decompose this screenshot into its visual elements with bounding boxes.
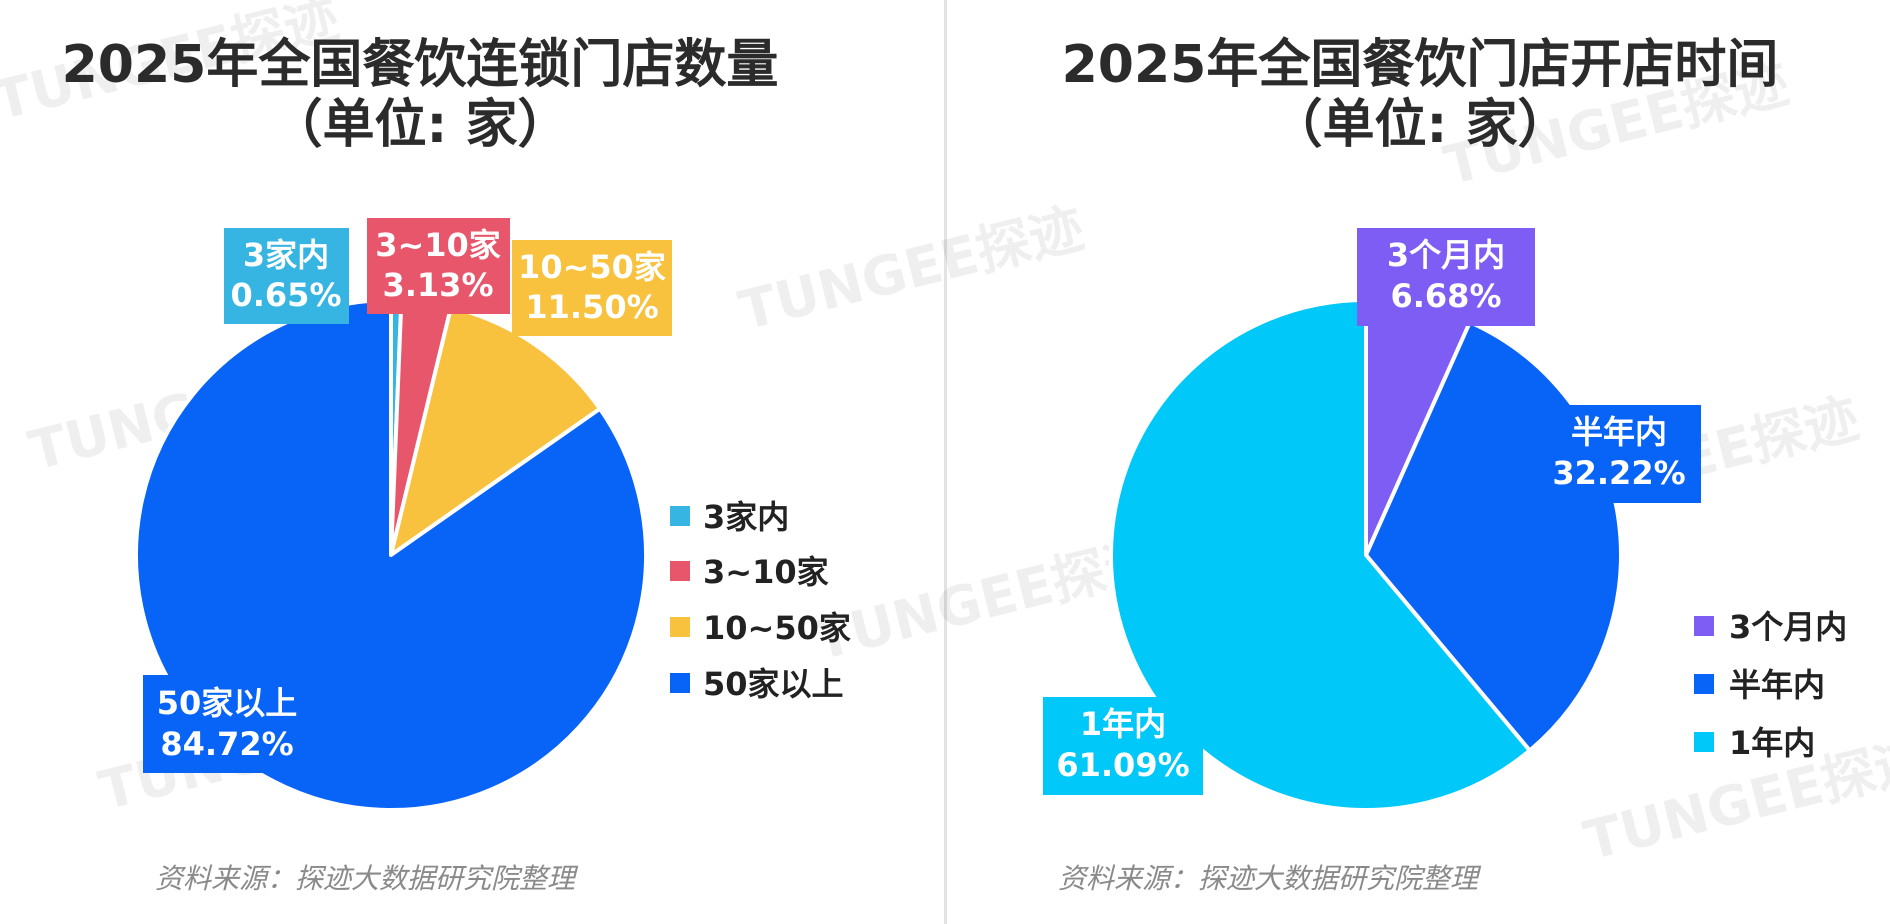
left-label-10-50-category: 10~50家 [518,248,666,286]
right-source-note: 资料来源：探迹大数据研究院整理 [1058,862,1482,895]
right-legend: 3个月内 半年内 1年内 [1694,608,1847,762]
left-chart-subtitle: （单位: 家） [271,95,570,155]
left-legend-swatch-50plus [670,673,690,693]
left-label-10-50: 10~50家 11.50% [512,240,672,336]
right-legend-label-3m: 3个月内 [1729,608,1847,646]
left-label-3-10-value: 3.13% [382,266,493,304]
left-label-50plus-category: 50家以上 [157,684,298,722]
left-source-note: 资料来源：探迹大数据研究院整理 [155,862,579,895]
left-chart: 2025年全国餐饮连锁门店数量 （单位: 家） 3家内 0.65% 3~10家 … [62,35,851,895]
left-label-3-10: 3~10家 3.13% [367,218,510,314]
panel-divider [944,0,947,924]
right-label-box-3m [1357,228,1535,326]
right-legend-swatch-1y [1694,732,1714,752]
left-legend-swatch-10-50 [670,617,690,637]
left-legend-swatch-3-10 [670,561,690,581]
right-label-half-year: 半年内 32.22% [1538,405,1701,503]
left-legend-label-3: 3家内 [703,498,789,536]
right-label-box-1y [1043,697,1203,795]
left-legend-label-3-10: 3~10家 [703,553,829,591]
right-label-1y-value: 61.09% [1056,746,1189,784]
left-label-3-category: 3家内 [243,236,329,274]
right-pie-slice-2 [1109,298,1532,812]
left-label-box-10-50 [512,240,672,336]
right-label-half-year-category: 半年内 [1571,413,1667,451]
left-label-3-10-category: 3~10家 [375,226,501,264]
right-label-half-year-value: 32.22% [1552,454,1685,492]
left-label-50plus-value: 84.72% [160,725,293,763]
right-label-1y: 1年内 61.09% [1043,697,1203,795]
watermark-2: TUNGEE探迹 [733,196,1090,342]
left-legend: 3家内 3~10家 10~50家 50家以上 [670,498,851,703]
right-label-3m-category: 3个月内 [1387,236,1505,274]
right-legend-label-half-year: 半年内 [1729,666,1825,704]
left-label-3-value: 0.65% [230,276,341,314]
right-label-1y-category: 1年内 [1080,705,1166,743]
left-label-box-3-10 [367,218,510,314]
right-label-box-half-year [1538,405,1701,503]
left-chart-title: 2025年全国餐饮连锁门店数量 [62,35,779,95]
left-legend-swatch-3 [670,506,690,526]
right-chart: 2025年全国餐饮门店开店时间 （单位: 家） 3个月内 6.68% 半年内 3… [1043,35,1847,895]
left-label-box-3 [224,228,349,324]
left-label-3: 3家内 0.65% [224,228,349,324]
right-legend-swatch-half-year [1694,674,1714,694]
left-label-50plus: 50家以上 84.72% [143,675,311,773]
right-legend-label-1y: 1年内 [1729,724,1815,762]
right-chart-subtitle: （单位: 家） [1271,95,1570,155]
left-label-10-50-value: 11.50% [525,288,658,326]
left-legend-label-10-50: 10~50家 [703,609,851,647]
right-label-3m-value: 6.68% [1390,277,1501,315]
right-chart-title: 2025年全国餐饮门店开店时间 [1062,35,1779,95]
left-label-box-50plus [143,675,311,773]
right-legend-swatch-3m [1694,616,1714,636]
right-label-3m: 3个月内 6.68% [1357,228,1535,326]
left-legend-label-50plus: 50家以上 [703,665,844,703]
